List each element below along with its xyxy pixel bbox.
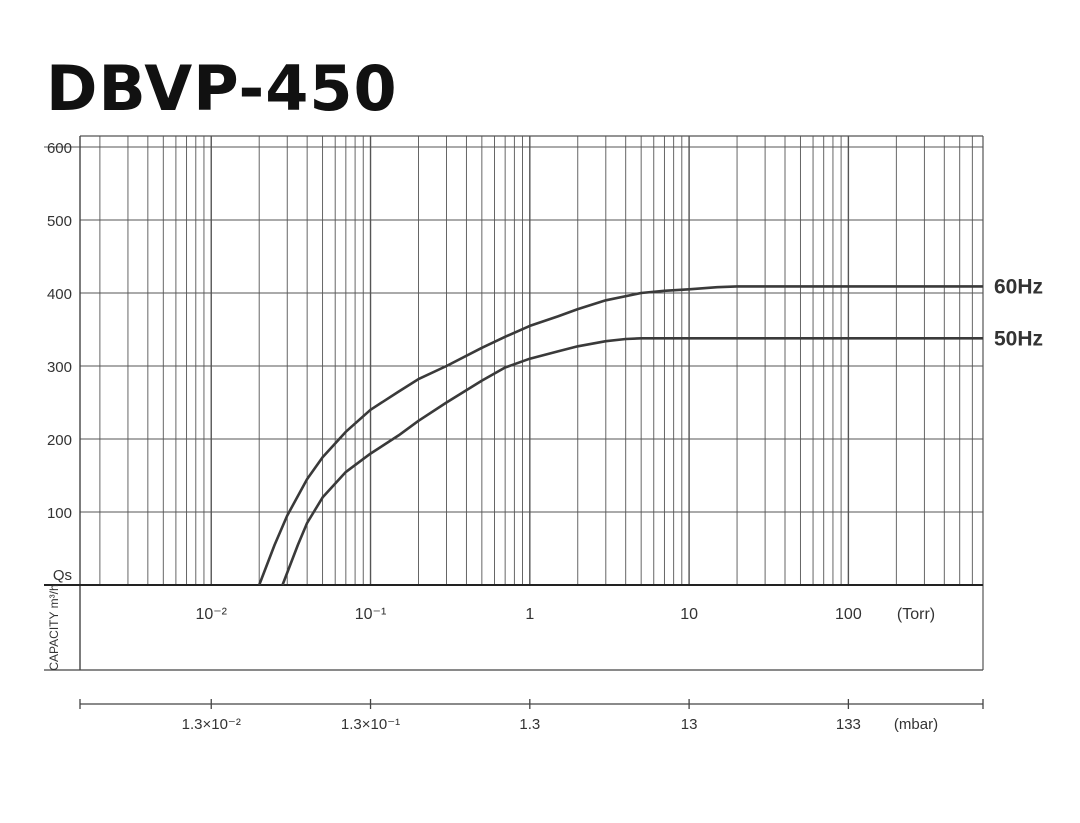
y-tick-label: 300 bbox=[47, 359, 72, 376]
mbar-tick-label: 1.3×10⁻² bbox=[182, 716, 241, 733]
x-tick-label: 10 bbox=[680, 606, 698, 623]
y-tick-label: 600 bbox=[47, 140, 72, 157]
series-label-50hz: 50Hz bbox=[994, 327, 1043, 350]
y-tick-label: 100 bbox=[47, 505, 72, 522]
mbar-tick-label: 1.3×10⁻¹ bbox=[341, 716, 400, 733]
chart-frame bbox=[44, 135, 984, 671]
x-tick-label: 1 bbox=[525, 606, 534, 623]
x-unit-label-torr: (Torr) bbox=[897, 606, 935, 623]
mbar-tick-label: 133 bbox=[836, 716, 861, 733]
x-unit-label-mbar: (mbar) bbox=[894, 716, 938, 733]
x-tick-labels-torr: 10⁻² 10⁻¹ 1 10 100 (Torr) bbox=[195, 606, 935, 623]
x-tick-label: 100 bbox=[835, 606, 862, 623]
y-tick-label: 200 bbox=[47, 432, 72, 449]
series-line-50hz bbox=[281, 337, 983, 586]
y-tick-label: 400 bbox=[47, 286, 72, 303]
series-label-60hz: 60Hz bbox=[994, 275, 1043, 298]
y-axis-top-label: Qs bbox=[53, 567, 72, 584]
series-labels: 60Hz 50Hz bbox=[994, 275, 1043, 350]
x-tick-label: 10⁻² bbox=[195, 606, 227, 623]
chart-title: DBVP-450 bbox=[46, 52, 398, 125]
vertical-gridlines bbox=[99, 136, 973, 585]
x-tick-label: 10⁻¹ bbox=[355, 606, 387, 623]
series-line-60hz bbox=[257, 285, 983, 586]
y-axis-label: CAPACITY m³/h bbox=[47, 584, 61, 670]
horizontal-gridlines bbox=[80, 146, 983, 513]
mbar-tick-label: 1.3 bbox=[519, 716, 540, 733]
series-lines bbox=[257, 285, 983, 586]
x-axis-mbar: 1.3×10⁻² 1.3×10⁻¹ 1.3 13 133 (mbar) bbox=[79, 699, 984, 733]
mbar-tick-label: 13 bbox=[681, 716, 698, 733]
y-tick-label: 500 bbox=[47, 213, 72, 230]
